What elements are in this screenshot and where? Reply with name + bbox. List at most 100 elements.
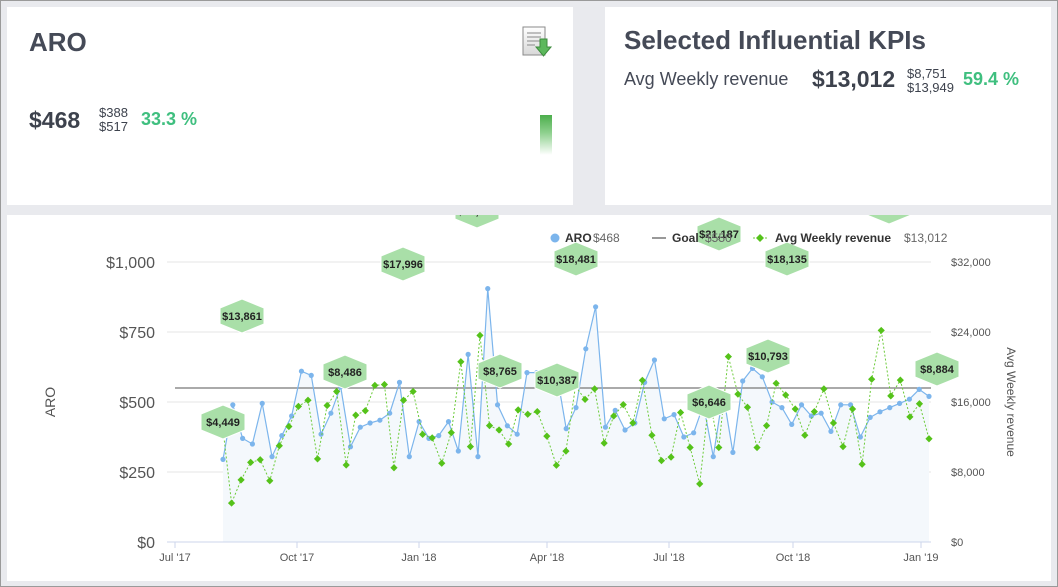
revenue-point [304, 396, 312, 404]
aro-point [583, 346, 589, 352]
revenue-point [887, 392, 895, 400]
revenue-point [333, 387, 341, 396]
aro-point [514, 431, 520, 437]
aro-point [328, 410, 334, 416]
aro-point [485, 286, 491, 292]
y2-axis-title: Avg Weekly revenue [1004, 347, 1018, 457]
aro-point [573, 405, 579, 411]
aro-point [396, 379, 403, 385]
y-axis-tick-label: $0 [137, 535, 155, 552]
legend-aro-marker [550, 233, 560, 243]
y2-axis-tick-label: $8,000 [951, 467, 985, 479]
y-axis-tick-label: $1,000 [106, 255, 155, 272]
revenue-flag [866, 215, 912, 225]
aro-point [769, 399, 775, 405]
aro-point [445, 419, 452, 425]
revenue-point [275, 442, 283, 450]
revenue-flag-label: $10,793 [748, 351, 788, 363]
x-axis-tick-label: Jul '18 [653, 552, 684, 564]
aro-point [347, 444, 354, 450]
legend-revenue-name: Avg Weekly revenue [775, 231, 891, 245]
revenue-point [734, 390, 742, 398]
aro-point [740, 378, 746, 384]
revenue-point [610, 412, 618, 420]
aro-point [318, 431, 324, 437]
kpi-change-percent: 59.4 % [963, 69, 1020, 89]
revenue-point [715, 443, 723, 452]
revenue-point [925, 435, 933, 443]
aro-point [298, 368, 305, 374]
aro-point [828, 428, 834, 434]
y2-axis-tick-label: $32,000 [951, 257, 991, 269]
revenue-point [657, 457, 666, 465]
aro-point [926, 393, 932, 399]
y-axis-title: ARO [42, 387, 58, 417]
revenue-flag [914, 351, 960, 387]
export-csv-icon[interactable] [521, 25, 553, 59]
aro-point [220, 456, 226, 462]
revenue-point [801, 431, 809, 439]
y2-axis-tick-label: $24,000 [951, 327, 991, 339]
x-axis-tick-label: Jul '17 [159, 552, 190, 564]
kpi-title: Selected Influential KPIs [624, 25, 926, 55]
aro-point [691, 430, 697, 436]
revenue-point [409, 387, 417, 396]
revenue-point [256, 456, 264, 464]
aro-point [789, 421, 795, 427]
revenue-point [495, 426, 503, 434]
revenue-point [696, 480, 704, 488]
aro-point [661, 416, 667, 422]
revenue-point [285, 422, 293, 431]
revenue-flag [200, 404, 246, 440]
aro-point [847, 402, 854, 408]
revenue-flag [764, 241, 810, 277]
revenue-flag-label: $18,135 [767, 254, 807, 266]
revenue-flag-label: $23,616 [457, 215, 497, 218]
kpi-range: $8,751 $13,949 [907, 67, 954, 95]
revenue-point [667, 453, 675, 461]
revenue-point [600, 439, 608, 447]
y-axis-tick-label: $500 [119, 395, 155, 412]
aro-point [249, 441, 256, 447]
kpi-range-low: $13,949 [907, 80, 954, 95]
revenue-point [505, 440, 513, 448]
revenue-point [237, 476, 245, 484]
revenue-point [782, 391, 790, 399]
revenue-point [810, 408, 818, 416]
revenue-point [915, 400, 924, 408]
revenue-point [294, 402, 303, 410]
revenue-point [466, 443, 475, 451]
aro-point [818, 410, 824, 416]
aro-point [887, 405, 893, 411]
aro-point [504, 423, 510, 429]
revenue-flag-label: $8,765 [483, 366, 517, 378]
revenue-point [638, 376, 646, 384]
x-axis-tick-label: Apr '18 [530, 552, 565, 564]
revenue-flag [322, 354, 368, 390]
aro-point [838, 402, 844, 408]
revenue-point [313, 455, 322, 463]
aro-revenue-chart: $0 $250 $500 $750 $1,000 $0 $8,000 $16,000 $24,0… [42, 215, 1018, 564]
revenue-point [485, 422, 494, 430]
aro-point [436, 433, 442, 439]
revenue-point [361, 407, 369, 415]
aro-point [367, 420, 373, 426]
revenue-point [380, 380, 389, 389]
aro-point [906, 396, 912, 402]
aro-point [867, 414, 873, 420]
aro-point [710, 454, 716, 460]
aro-summary-panel: ARO $468 $388 $517 33.3 % [7, 7, 573, 205]
revenue-point [743, 403, 752, 411]
revenue-point [896, 376, 904, 384]
revenue-flag-label: $21,187 [699, 229, 739, 241]
x-axis-tick-label: Jan '19 [903, 552, 938, 564]
aro-point [524, 370, 530, 376]
aro-point [877, 409, 883, 415]
revenue-point [543, 432, 551, 440]
aro-title: ARO [29, 27, 87, 57]
revenue-flag [745, 338, 791, 374]
revenue-point [648, 431, 656, 439]
revenue-point [839, 443, 847, 451]
revenue-flag [553, 241, 599, 277]
